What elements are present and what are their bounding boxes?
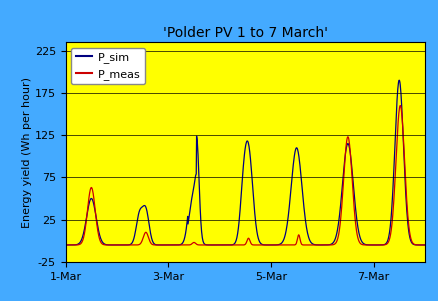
- P_meas: [254, 243, 259, 247]
- Line: P_meas: P_meas: [66, 106, 425, 245]
- Legend: P_sim, P_meas: P_sim, P_meas: [71, 48, 145, 84]
- P_meas: [63, 243, 68, 247]
- P_sim: [63, 243, 68, 247]
- P_meas: [226, 243, 231, 247]
- P_meas: [422, 243, 427, 247]
- P_meas: [398, 104, 403, 107]
- P_sim: [187, 207, 193, 210]
- P_sim: [216, 243, 222, 247]
- P_sim: [414, 243, 419, 247]
- P_meas: [166, 243, 171, 247]
- P_meas: [414, 243, 419, 247]
- P_sim: [93, 210, 98, 214]
- P_meas: [416, 243, 421, 247]
- P_sim: [396, 78, 402, 82]
- P_sim: [416, 243, 421, 247]
- P_sim: [254, 225, 259, 228]
- Title: 'Polder PV 1 to 7 March': 'Polder PV 1 to 7 March': [163, 26, 328, 40]
- Line: P_sim: P_sim: [66, 80, 425, 245]
- P_sim: [226, 243, 231, 247]
- P_meas: [188, 243, 193, 247]
- Y-axis label: Energy yield (Wh per hour): Energy yield (Wh per hour): [22, 76, 32, 228]
- P_meas: [93, 209, 98, 213]
- P_sim: [422, 243, 427, 247]
